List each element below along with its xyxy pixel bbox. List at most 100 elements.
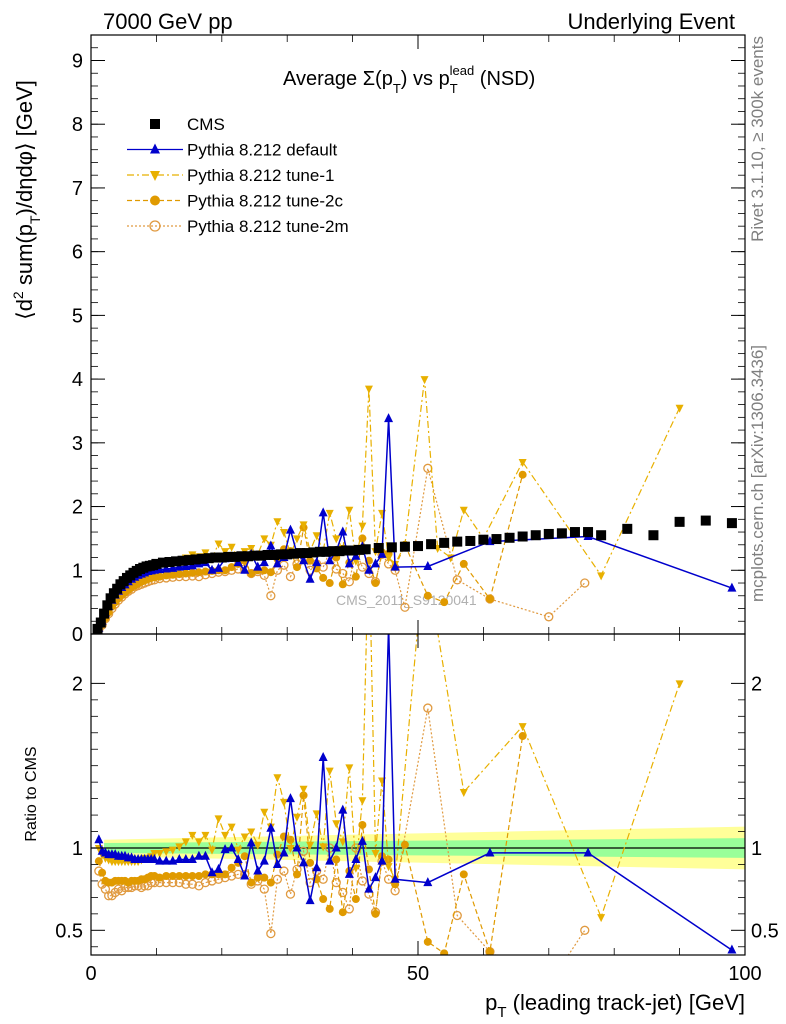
ratio-default-point [174, 854, 184, 864]
main-cms-point [210, 552, 221, 563]
ratio-tune2c-point [299, 791, 308, 800]
main-default-point [168, 562, 178, 572]
ratio-tune2c-point [332, 855, 341, 864]
main-tune1-point [279, 529, 288, 538]
main-default-point [423, 560, 433, 570]
plot-title: Average Σ(pT) vs pTlead (NSD) [283, 63, 535, 96]
main-cms-point [478, 534, 489, 545]
main-default-point [318, 507, 328, 517]
legend-marker [149, 220, 161, 232]
main-cms-point [399, 541, 410, 552]
xtick-label: 50 [407, 963, 429, 985]
main-cms-point [726, 518, 737, 529]
legend-marker [150, 195, 160, 206]
ratio-tune1-point [150, 849, 159, 858]
main-cms-point [569, 527, 580, 538]
main-tune2c-point [371, 579, 380, 588]
ratio-tune2c-point [201, 870, 210, 879]
main-tune2c-point [351, 572, 360, 581]
ratio-default-point [357, 835, 367, 845]
main-cms-point [288, 548, 299, 559]
ratio-default-point [292, 842, 302, 852]
rivet-label: Rivet 3.1.10, ≥ 300k events [748, 36, 767, 242]
main-tune2c-point [338, 580, 347, 589]
main-cms-point [164, 556, 175, 567]
ratio-ytick-label: 0.5 [55, 920, 83, 942]
main-cms-point [216, 552, 227, 563]
ratio-tune2c-point [423, 937, 432, 946]
ratio-tune1-point [293, 813, 302, 822]
main-cms-point [648, 530, 659, 541]
main-cms-point [262, 549, 273, 560]
main-cms-point [105, 593, 116, 604]
main-tune1-point [312, 532, 321, 541]
main-cms-point [327, 546, 338, 557]
legend-label: CMS [187, 115, 225, 134]
ratio-default-point [233, 854, 243, 864]
ratio-tune1-point [325, 767, 334, 776]
xtick-label: 100 [728, 963, 761, 985]
main-tune1-point [597, 572, 606, 581]
ratio-tune1-point [227, 823, 236, 832]
legend-label: Pythia 8.212 default [187, 141, 338, 160]
ratio-default-point [285, 793, 295, 803]
main-cms-point [386, 542, 397, 553]
main-plot-series [92, 376, 737, 634]
ratio-tune1-point [518, 723, 527, 732]
legend-entry-tune2c: Pythia 8.212 tune-2c [127, 192, 343, 211]
main-cms-point [556, 528, 567, 539]
main-cms-point [347, 545, 358, 556]
ratio-default-series [94, 634, 737, 954]
ratio-tune2c-point [485, 947, 494, 955]
mcplots-label: mcplots.cern.ch [arXiv:1306.3436] [748, 345, 767, 602]
ratio-tune2c-point [459, 870, 468, 879]
ratio-ytick-label-right: 1 [751, 838, 762, 860]
ratio-default-point [272, 858, 282, 868]
main-ytick-label: 4 [72, 369, 83, 391]
ratio-default-point [485, 847, 495, 857]
ratio-default-point [155, 855, 165, 865]
ratio-tune2c-point [306, 858, 315, 867]
main-cms-point [236, 551, 247, 562]
header-left: 7000 GeV pp [103, 9, 233, 34]
ratio-tune1-point [201, 831, 210, 840]
ratio-tune2c-point [260, 873, 269, 882]
ratio-tune2c-point [181, 871, 190, 880]
legend: CMS Pythia 8.212 default Pythia 8.212 tune… [127, 115, 349, 236]
ratio-default-point [253, 865, 263, 875]
main-default-point [312, 557, 322, 567]
ratio-tune1-point [155, 849, 164, 858]
main-cms-point [426, 539, 437, 550]
ratio-default-point [370, 872, 380, 882]
ratio-tune2m-point [331, 877, 341, 888]
main-tune2c-point [247, 569, 256, 578]
main-ylabel: ⟨d2 sum(pT)/dηdφ⟩ [GeV] [10, 80, 43, 320]
ratio-tune1-point [286, 845, 295, 853]
main-tune1-point [358, 522, 367, 531]
legend-entry-tune1: Pythia 8.212 tune-1 [127, 166, 334, 185]
main-cms-point [452, 536, 463, 547]
main-tune2c-point [194, 568, 203, 577]
main-cms-point [373, 542, 384, 553]
ratio-tune1-point [181, 838, 190, 847]
ratio-default-point [214, 863, 224, 873]
legend-marker [150, 143, 160, 154]
ratio-default-point [149, 854, 159, 864]
main-default-point [259, 557, 269, 567]
main-cms-point [95, 617, 106, 628]
ratio-default-point [344, 868, 354, 878]
ratio-tune1-point [358, 797, 367, 806]
ratio-tune2c-point [338, 908, 347, 917]
ratio-default-point [351, 854, 361, 864]
main-cms-point [92, 623, 103, 634]
ratio-tune1-point [175, 843, 184, 852]
ratio-tune1-point [194, 838, 203, 847]
ratio-default-point [377, 855, 387, 865]
legend-label: Pythia 8.212 tune-2m [187, 217, 349, 236]
main-ytick-label: 5 [72, 305, 83, 327]
ratio-default-point [259, 855, 269, 865]
main-cms-point [256, 550, 267, 561]
main-tune2m-point [266, 591, 276, 601]
main-tune2c-point [188, 568, 197, 577]
main-tune2c-point [325, 579, 334, 588]
